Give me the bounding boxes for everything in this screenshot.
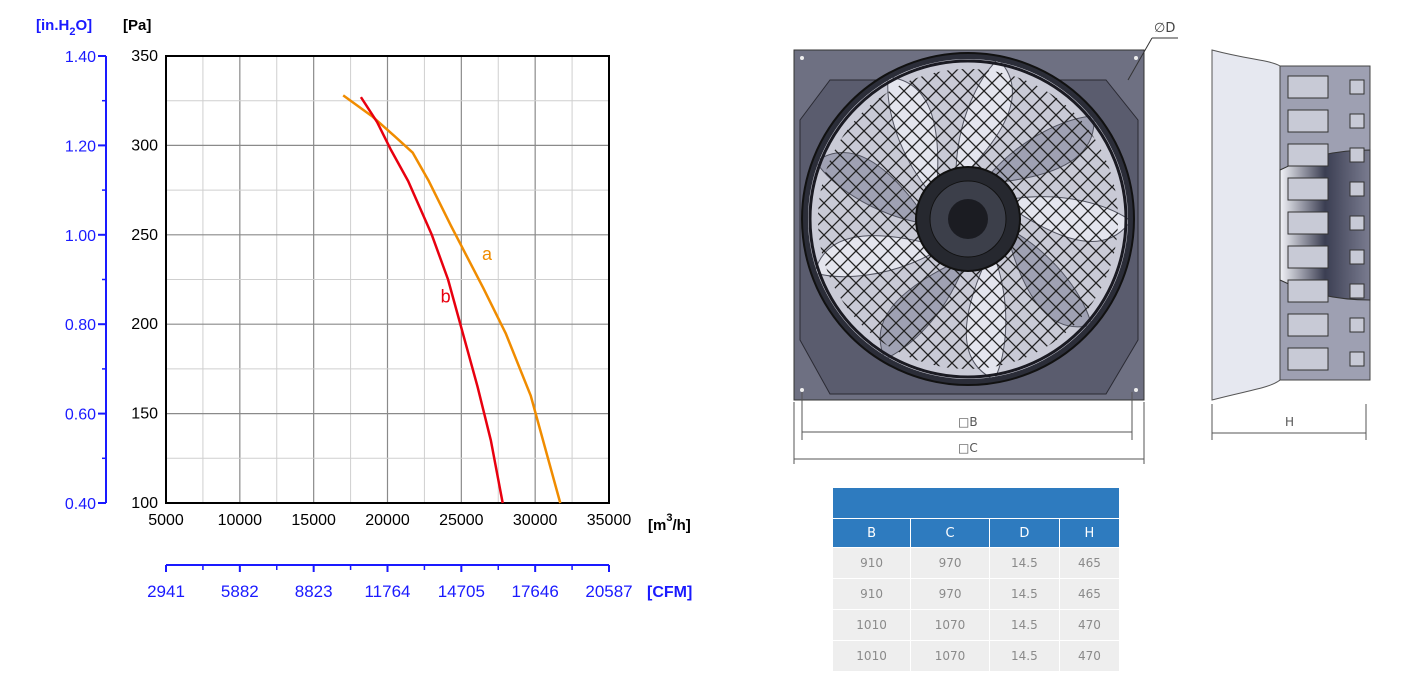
header-c: C	[910, 518, 990, 548]
table-row: 910 970 14.5 465	[833, 578, 1119, 610]
table-header-row: B C D H	[833, 518, 1119, 548]
x-tick-label: 5000	[148, 512, 184, 529]
curve-b	[359, 96, 504, 504]
table-cell: 14.5	[988, 609, 1060, 641]
y2-tick-label: 1.00	[65, 228, 96, 245]
x2-tick-label: 14705	[438, 582, 485, 601]
table-cell: 1010	[833, 640, 911, 671]
inh2o-unit-label: [in.H2O]	[36, 17, 92, 38]
x2-tick-label: 5882	[221, 582, 259, 601]
y-tick-label: 200	[131, 316, 158, 333]
cfm-unit-label: [CFM]	[647, 584, 692, 601]
x2-tick-label: 8823	[295, 582, 333, 601]
dim-c-label: □C	[958, 441, 978, 455]
x-tick-label: 30000	[513, 512, 558, 529]
table-banner	[833, 488, 1119, 519]
table-cell: 910	[833, 547, 911, 579]
y-tick-label: 350	[131, 48, 158, 65]
table-cell: 465	[1058, 578, 1119, 610]
table-cell: 1010	[833, 609, 911, 641]
table-cell: 970	[910, 547, 990, 579]
header-d: D	[988, 518, 1060, 548]
table-cell: 470	[1058, 640, 1119, 671]
table-cell: 470	[1058, 609, 1119, 641]
x-tick-label: 15000	[291, 512, 336, 529]
table-cell: 14.5	[988, 547, 1060, 579]
curve-label-b: b	[441, 287, 451, 307]
x2-tick-label: 20587	[585, 582, 632, 601]
y2-tick-label: 1.20	[65, 138, 96, 155]
table-cell: 14.5	[988, 640, 1060, 671]
x-tick-label: 35000	[587, 512, 632, 529]
dim-h-label: H	[1285, 415, 1294, 429]
dim-b-label: □B	[958, 415, 978, 429]
y2-tick-label: 1.40	[65, 49, 96, 66]
x-tick-label: 25000	[439, 512, 484, 529]
y2-tick-label: 0.40	[65, 496, 96, 513]
y-tick-label: 150	[131, 406, 158, 423]
curve-a	[342, 94, 562, 504]
y2-tick-label: 0.60	[65, 407, 96, 424]
dimension-table: B C D H 910 970 14.5 465 910 970 14.5 46…	[833, 488, 1119, 671]
performance-chart: ab 5000 10000 15000 20000 25000 30000 35000100…	[36, 17, 692, 601]
table-row: 910 970 14.5 465	[833, 547, 1119, 579]
table-cell: 910	[833, 578, 911, 610]
y2-tick-label: 0.80	[65, 317, 96, 334]
dim-d-label: ∅D	[1154, 21, 1175, 36]
x2-tick-label: 17646	[512, 582, 559, 601]
table-row: 1010 1070 14.5 470	[833, 640, 1119, 671]
y-tick-label: 300	[131, 137, 158, 154]
curve-label-a: a	[482, 244, 493, 264]
table-cell: 970	[910, 578, 990, 610]
table-cell: 1070	[910, 609, 990, 641]
fan-technical-drawings: ∅D □B □C H	[793, 21, 1371, 464]
fan-front-view: ∅D □B □C	[793, 21, 1178, 464]
table-cell: 14.5	[988, 578, 1060, 610]
fan-blade	[1014, 196, 1128, 242]
plot-frame	[165, 55, 610, 504]
x-tick-label: 20000	[365, 512, 410, 529]
tick-labels: 5000 10000 15000 20000 25000 30000 35000 100 150…	[65, 48, 633, 601]
x-tick-label: 10000	[218, 512, 263, 529]
m3h-unit-label: [m3/h]	[648, 512, 691, 534]
header-h: H	[1058, 518, 1119, 548]
curve-layer: ab	[342, 94, 562, 504]
x2-tick-label: 11764	[364, 582, 410, 601]
fan-blade	[955, 59, 1013, 172]
header-b: B	[833, 518, 911, 548]
fan-side-view: H	[1211, 49, 1371, 440]
table-row: 1010 1070 14.5 470	[833, 609, 1119, 641]
pa-unit-label: [Pa]	[123, 17, 151, 34]
table-cell: 1070	[910, 640, 990, 671]
table-cell: 465	[1058, 547, 1119, 579]
y-tick-label: 250	[131, 227, 158, 244]
x2-tick-label: 2941	[147, 582, 185, 601]
y-tick-label: 100	[131, 495, 158, 512]
